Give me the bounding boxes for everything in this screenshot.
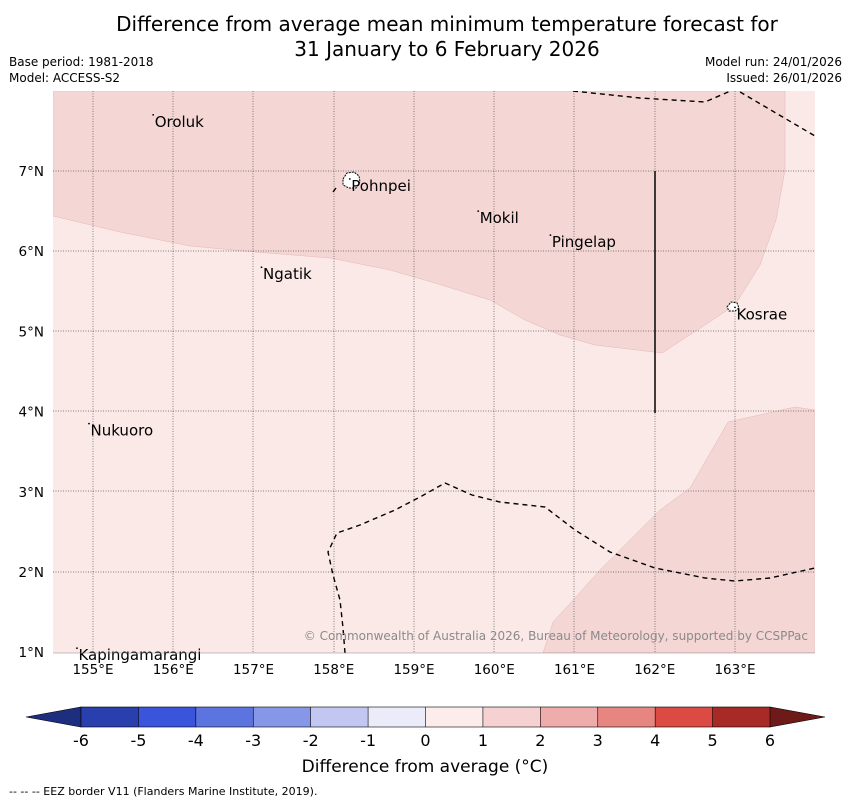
- colorbar-tick-label: -2: [303, 731, 319, 750]
- issued-date: Issued: 26/01/2026: [726, 71, 842, 85]
- latitude-ticks: 7°N 6°N 5°N 4°N 3°N 2°N 1°N: [19, 164, 44, 661]
- colorbar-segment: [368, 707, 426, 727]
- colorbar-segment: [425, 707, 484, 727]
- colorbar-tick-label: -6: [73, 731, 89, 750]
- colorbar-label: Difference from average (°C): [301, 757, 549, 777]
- lon-tick-label: 155°E: [72, 662, 113, 678]
- place-label: Oroluk: [155, 113, 204, 131]
- colorbar-extend-low: [25, 706, 82, 728]
- colorbar-segment: [195, 707, 254, 727]
- base-period: Base period: 1981-2018: [9, 55, 154, 69]
- place-marker: [734, 306, 736, 309]
- colorbar-tick-label: 4: [650, 731, 660, 750]
- kosrae-island-outline: [726, 301, 740, 312]
- colorbar-tick-label: 6: [765, 731, 775, 750]
- colorbar-tick-label: -5: [130, 731, 146, 750]
- place-label: Ngatik: [263, 265, 312, 283]
- footer-note: -- -- -- EEZ border V11 (Flanders Marine…: [9, 785, 318, 798]
- colorbar-segment: [81, 707, 139, 727]
- colorbar-tick-label: 5: [707, 731, 717, 750]
- lat-tick-label: 2°N: [19, 565, 44, 581]
- place-label: Pingelap: [552, 233, 616, 251]
- model-name: Model: ACCESS-S2: [9, 71, 121, 85]
- pohnpei-island-outline: [342, 171, 361, 189]
- colorbar-segment: [655, 707, 713, 727]
- place-labels: Oroluk Pohnpei Mokil Pingelap Ngatik Kosrae Nu…: [76, 113, 787, 664]
- colorbar-segment: [482, 707, 541, 727]
- meta-left: Base period: 1981-2018 Model: ACCESS-S2: [9, 54, 154, 86]
- anomaly-zone-north: [53, 91, 786, 354]
- lon-tick-label: 159°E: [393, 662, 434, 678]
- lon-tick-label: 162°E: [634, 662, 675, 678]
- place-label: Pohnpei: [351, 177, 411, 195]
- lat-tick-label: 5°N: [19, 324, 44, 340]
- colorbar-segment: [597, 707, 656, 727]
- colorbar-segment: [138, 707, 197, 727]
- colorbar: -6 -5 -4 -3 -2 -1 0 1 2 3 4 5 6: [25, 706, 826, 750]
- lon-tick-label: 156°E: [153, 662, 194, 678]
- place-marker: [549, 234, 552, 237]
- lat-tick-label: 4°N: [19, 405, 44, 421]
- title-line-1: Difference from average mean minimum tem…: [116, 12, 778, 36]
- colorbar-tick-label: 3: [593, 731, 603, 750]
- longitude-ticks: 155°E 156°E 157°E 158°E 159°E 160°E 161°E 162°E…: [72, 662, 755, 678]
- lon-tick-label: 160°E: [474, 662, 515, 678]
- place-label: Nukuoro: [90, 422, 153, 440]
- colorbar-tick-label: -4: [188, 731, 204, 750]
- place-label: Mokil: [480, 209, 519, 227]
- eez-borders: [327, 91, 815, 653]
- place-marker: [260, 266, 263, 269]
- colorbar-segment: [310, 707, 369, 727]
- lon-tick-label: 158°E: [313, 662, 354, 678]
- colorbar-segment: [712, 707, 771, 727]
- chart-title: Difference from average mean minimum tem…: [0, 12, 850, 62]
- lon-tick-label: 163°E: [714, 662, 755, 678]
- colorbar-tick-label: 0: [420, 731, 430, 750]
- lat-tick-label: 6°N: [19, 244, 44, 260]
- place-marker: [76, 647, 78, 650]
- colorbar-segment: [253, 707, 311, 727]
- place-marker: [152, 113, 155, 116]
- title-line-2: 31 January to 6 February 2026: [294, 37, 600, 61]
- colorbar-tick-label: -1: [360, 731, 376, 750]
- lon-tick-label: 157°E: [233, 662, 274, 678]
- place-label: Kapingamarangi: [78, 646, 201, 664]
- colorbar-extend-high: [769, 706, 826, 728]
- colorbar-tick-label: 2: [535, 731, 545, 750]
- colorbar-tick-label: -3: [245, 731, 261, 750]
- place-marker: [88, 422, 90, 425]
- copyright-text: © Commonwealth of Australia 2026, Bureau…: [304, 629, 808, 643]
- place-marker: [348, 178, 351, 180]
- colorbar-tick-label: 1: [478, 731, 488, 750]
- map-layers: [53, 91, 815, 653]
- colorbar-segment: [540, 707, 599, 727]
- anomaly-zone-southeast: [542, 406, 815, 653]
- lat-tick-label: 7°N: [19, 164, 44, 180]
- place-marker: [477, 210, 480, 213]
- gridlines: [53, 91, 815, 653]
- lat-tick-label: 1°N: [19, 645, 44, 661]
- lat-tick-label: 3°N: [19, 485, 44, 501]
- meta-right: Model run: 24/01/2026 Issued: 26/01/2026: [705, 54, 842, 86]
- place-label: Kosrae: [737, 305, 788, 323]
- lon-tick-label: 161°E: [554, 662, 595, 678]
- model-run: Model run: 24/01/2026: [704, 55, 842, 69]
